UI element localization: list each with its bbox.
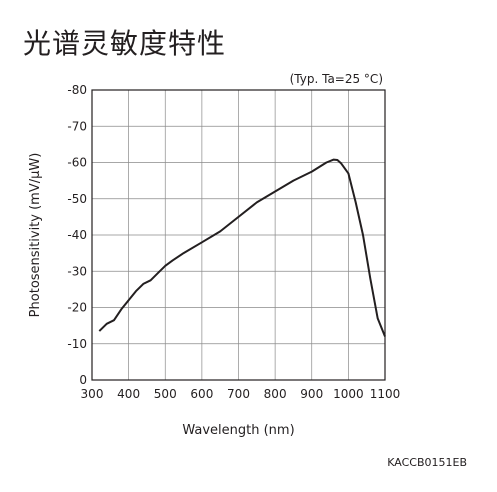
x-tick-label: 700	[227, 387, 250, 401]
figure-code: KACCB0151EB	[387, 456, 467, 469]
y-axis-label: Photosensitivity (mV/μW)	[28, 153, 43, 318]
x-tick-label: 500	[154, 387, 177, 401]
y-tick-label: -80	[67, 83, 87, 97]
y-tick-label: 0	[79, 373, 87, 387]
y-tick-label: -30	[67, 264, 87, 278]
x-tick-label: 900	[300, 387, 323, 401]
x-tick-labels: 300 400 500 600 700 800 900 1000 1100	[81, 387, 401, 401]
x-tick-label: 600	[190, 387, 213, 401]
y-tick-label: -20	[67, 301, 87, 315]
y-tick-label: -10	[67, 337, 87, 351]
x-tick-label: 400	[117, 387, 140, 401]
chart-title: 光谱灵敏度特性	[23, 27, 227, 60]
y-tick-label: -50	[67, 192, 87, 206]
x-tick-label: 1000	[333, 387, 364, 401]
y-tick-label: -40	[67, 228, 87, 242]
x-axis-label: Wavelength (nm)	[182, 423, 294, 438]
photosensitivity-curve	[98, 158, 386, 337]
y-tick-label: -70	[67, 119, 87, 133]
plot-frame	[91, 89, 386, 381]
y-tick-label: -60	[67, 156, 87, 170]
y-tick-labels: 0 -10 -20 -30 -40 -50 -60 -70 -80	[67, 83, 87, 387]
grid-lines	[91, 89, 386, 381]
x-tick-label: 300	[81, 387, 104, 401]
x-tick-label: 800	[264, 387, 287, 401]
x-tick-label: 1100	[370, 387, 401, 401]
measurement-condition: (Typ. Ta=25 °C)	[289, 72, 383, 86]
